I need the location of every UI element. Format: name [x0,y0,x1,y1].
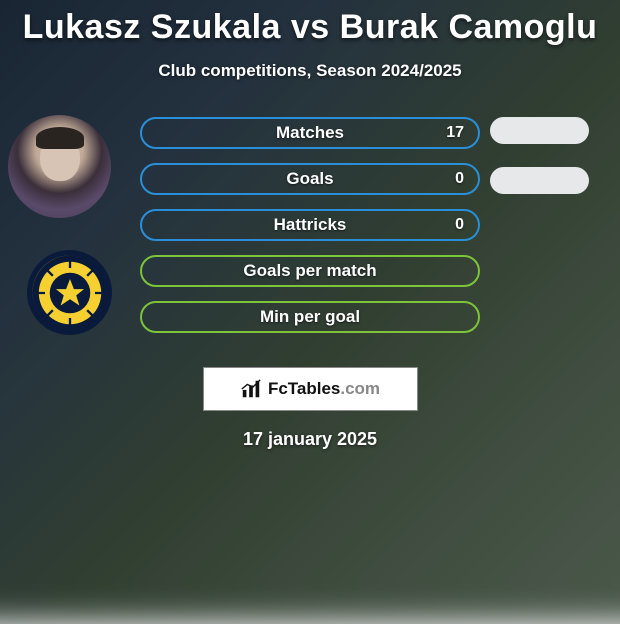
comparison-title: Lukasz Szukala vs Burak Camoglu [0,8,620,47]
logo-text-suffix: .com [340,379,380,398]
logo-text: FcTables.com [268,379,380,399]
stat-bar-label: Goals per match [243,261,376,281]
player-avatar [8,115,111,218]
stat-bar-label: Matches [276,123,344,143]
stat-bar-value: 0 [455,216,464,234]
comparison-pill [490,167,589,194]
stat-bar-label: Min per goal [260,307,360,327]
stat-bar-label: Goals [286,169,333,189]
snapshot-date: 17 january 2025 [0,429,620,450]
logo-text-main: FcTables [268,379,340,398]
stat-bar-value: 17 [446,124,464,142]
stat-bar-label: Hattricks [274,215,347,235]
stat-bar: Matches 17 [140,117,480,149]
stats-area: Matches 17 Goals 0 Hattricks 0 Goals per match… [0,115,620,355]
stat-bars: Matches 17 Goals 0 Hattricks 0 Goals per match… [140,117,480,347]
bar-chart-icon [240,378,262,400]
stat-bar: Min per goal [140,301,480,333]
stat-bar: Goals 0 [140,163,480,195]
stat-bar: Goals per match [140,255,480,287]
club-badge [27,250,112,335]
stat-bar: Hattricks 0 [140,209,480,241]
comparison-pill [490,117,589,144]
fctables-logo-box: FcTables.com [203,367,418,411]
content-wrapper: Lukasz Szukala vs Burak Camoglu Club com… [0,0,620,580]
club-badge-icon [31,254,109,332]
season-subtitle: Club competitions, Season 2024/2025 [0,61,620,81]
stat-bar-value: 0 [455,170,464,188]
